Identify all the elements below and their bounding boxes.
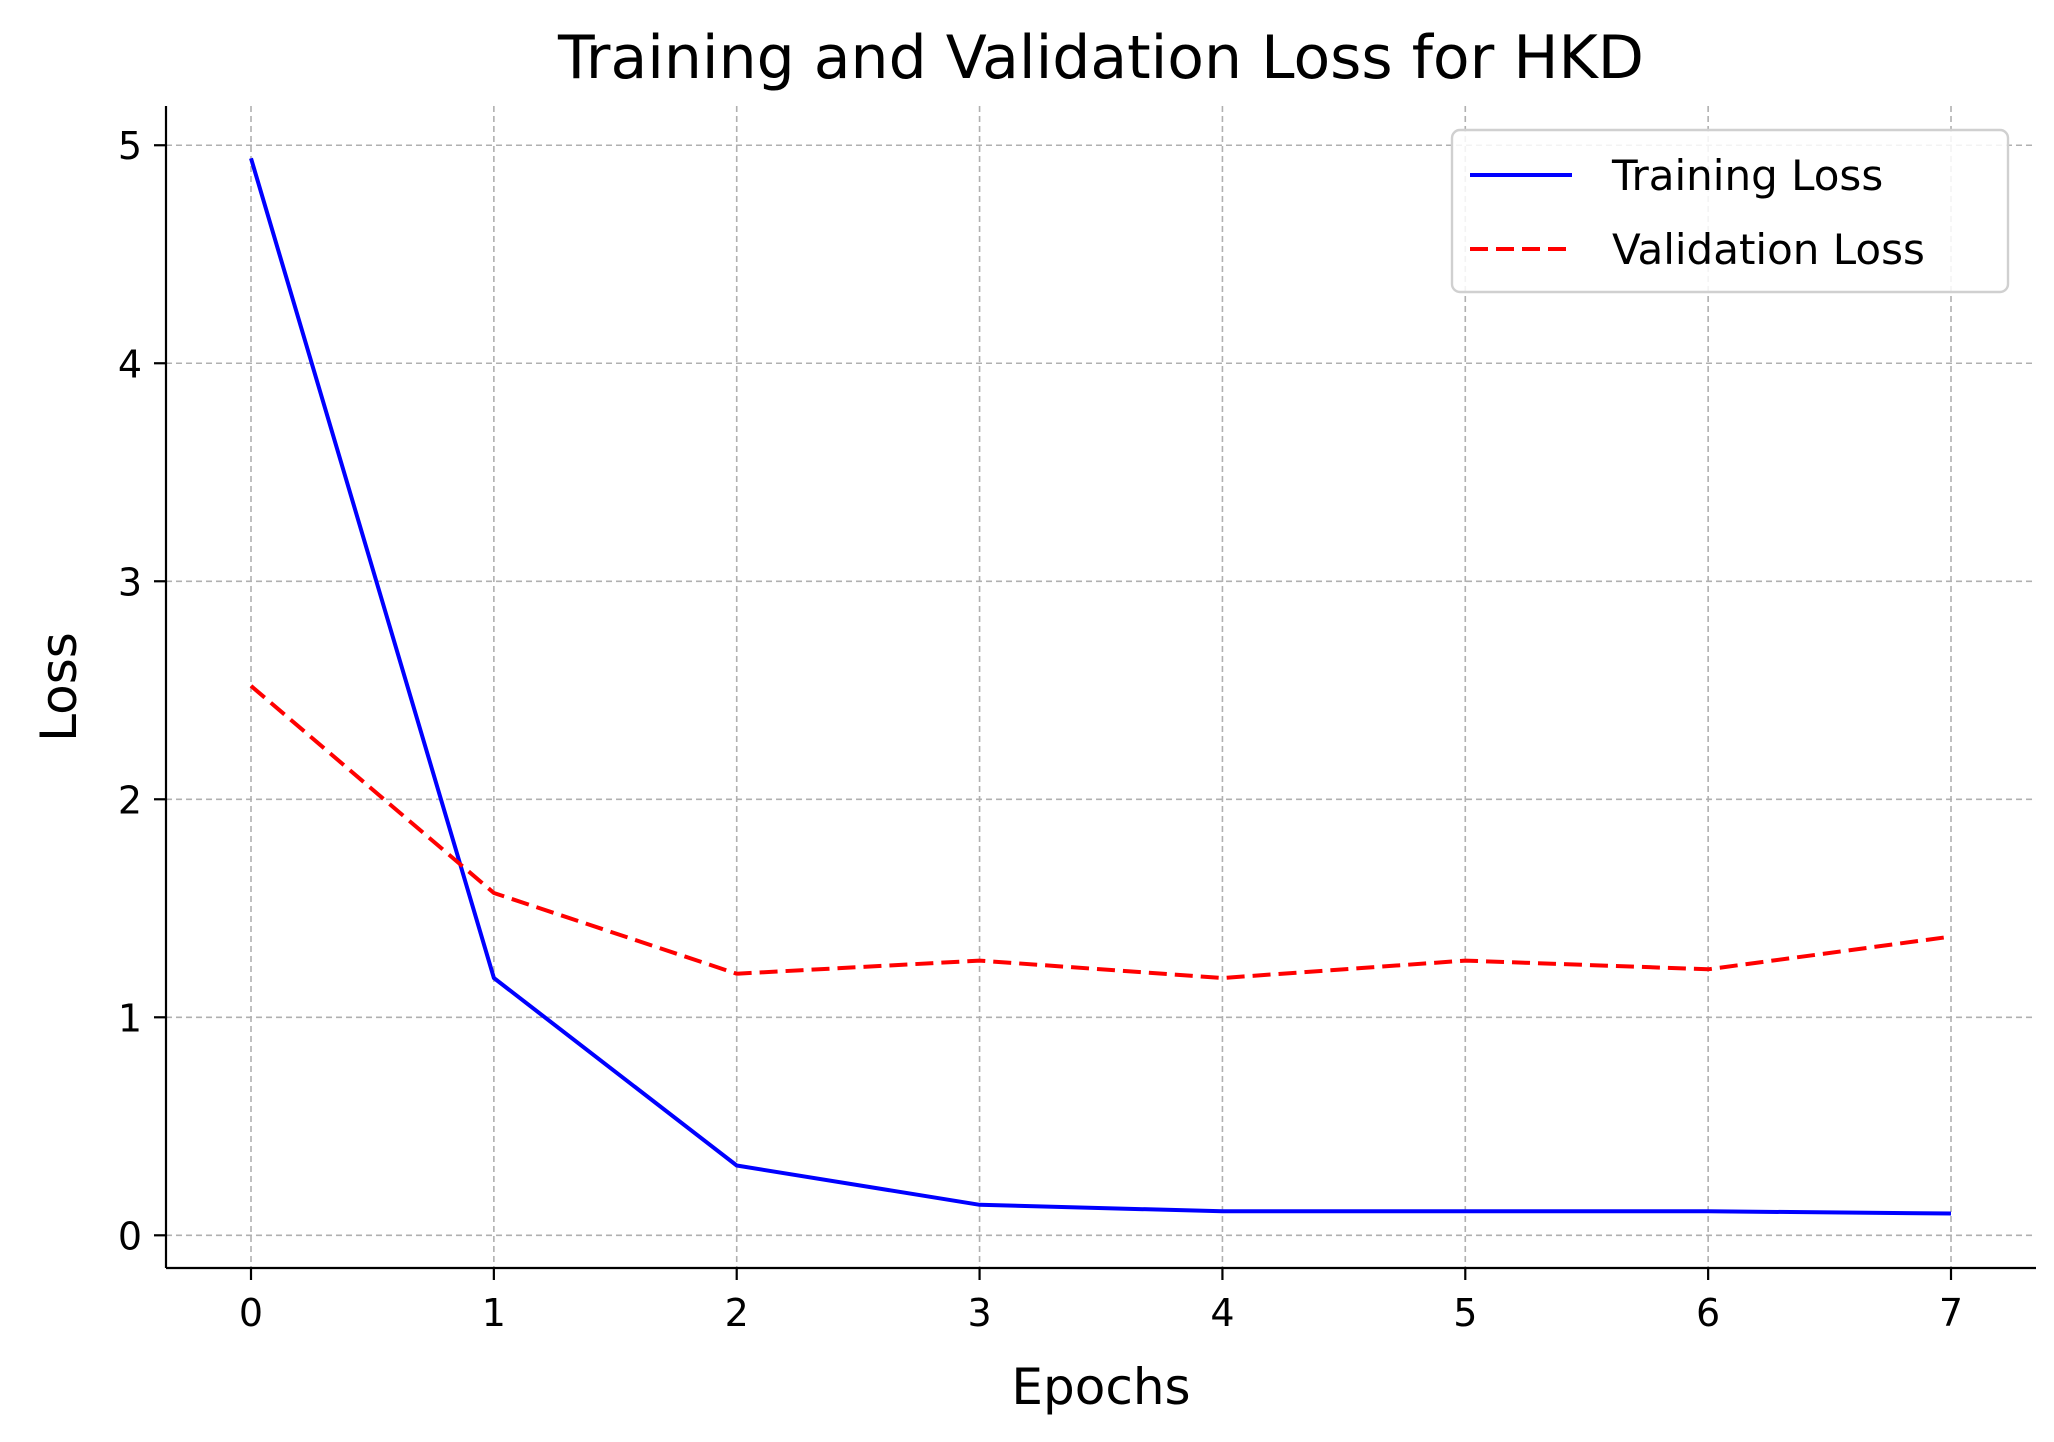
y-tick-label-1: 1	[118, 996, 142, 1040]
series-line-training-loss	[249, 157, 1952, 1216]
x-tick-label-3: 3	[967, 1291, 991, 1335]
y-tick-label-4: 4	[118, 342, 142, 386]
y-ticks: 0 1 2 3 4 5	[118, 124, 166, 1258]
x-tick-label-5: 5	[1453, 1291, 1477, 1335]
y-tick-label-2: 2	[118, 778, 142, 822]
x-tick-label-2: 2	[725, 1291, 749, 1335]
x-axis-label: Epochs	[1011, 1358, 1190, 1416]
series-lines	[249, 157, 1952, 1216]
y-axis-label: Loss	[30, 632, 88, 742]
x-tick-label-7: 7	[1939, 1291, 1963, 1335]
x-tick-label-0: 0	[239, 1291, 263, 1335]
y-tick-label-5: 5	[118, 124, 142, 168]
y-tick-label-3: 3	[118, 560, 142, 604]
legend: Training Loss Validation Loss	[1450, 128, 2010, 294]
legend-box	[1450, 128, 2010, 294]
x-tick-label-4: 4	[1210, 1291, 1234, 1335]
x-tick-label-6: 6	[1696, 1291, 1720, 1335]
axes	[164, 106, 2036, 1270]
x-tick-label-1: 1	[482, 1291, 506, 1335]
grid	[166, 106, 2036, 1268]
chart-title: Training and Validation Loss for HKD	[557, 23, 1644, 93]
legend-items: Training Loss Validation Loss	[1470, 151, 1925, 274]
legend-label-validation-loss: Validation Loss	[1612, 225, 1925, 274]
y-tick-label-0: 0	[118, 1214, 142, 1258]
series-line-validation-loss	[249, 684, 1952, 980]
legend-label-training-loss: Training Loss	[1611, 151, 1883, 200]
x-ticks: 0 1 2 3 4 5 6 7	[239, 1268, 1963, 1335]
